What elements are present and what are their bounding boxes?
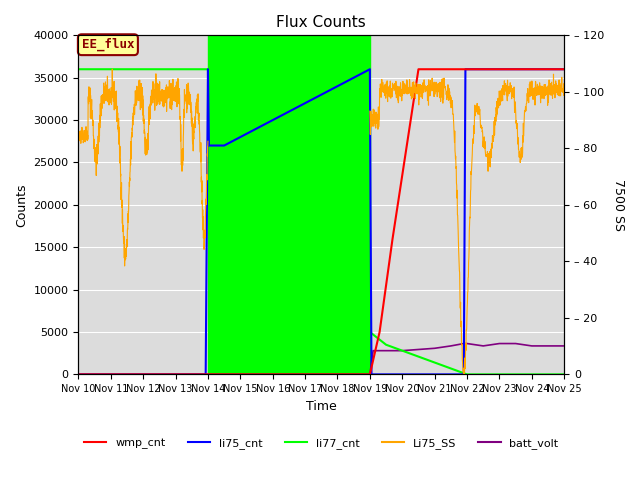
Title: Flux Counts: Flux Counts — [276, 15, 366, 30]
X-axis label: Time: Time — [306, 400, 337, 413]
Text: EE_flux: EE_flux — [82, 38, 134, 51]
Y-axis label: 7500 SS: 7500 SS — [612, 179, 625, 231]
Bar — [208, 36, 370, 374]
Y-axis label: Counts: Counts — [15, 183, 28, 227]
Legend: wmp_cnt, li75_cnt, li77_cnt, Li75_SS, batt_volt: wmp_cnt, li75_cnt, li77_cnt, Li75_SS, ba… — [79, 434, 563, 454]
